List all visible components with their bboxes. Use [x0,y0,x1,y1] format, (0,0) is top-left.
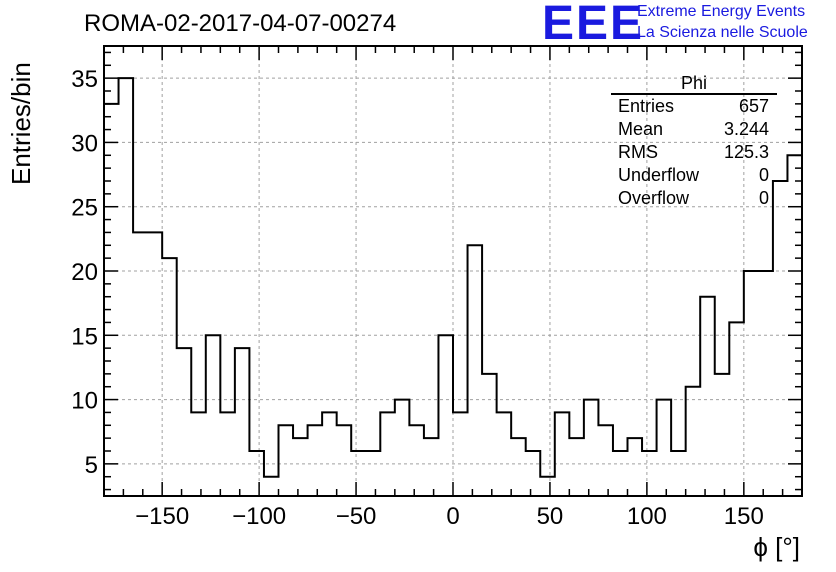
x-tick-label: 100 [627,503,667,530]
logo-line-2: La Scienza nelle Scuole [637,24,808,41]
histogram-bin [744,271,759,496]
histogram-bin [482,374,497,496]
histogram-bin [729,322,744,496]
histogram-bin [133,232,148,496]
histogram-bin [511,438,526,496]
histogram-bin [628,438,643,496]
stats-value: 657 [738,96,769,116]
histogram-bin [686,387,701,496]
histogram-bin [220,412,235,496]
stats-value: 0 [758,165,769,185]
histogram-bin [526,451,541,496]
tick-labels: −150 −100 −50 0 50 100 150 5 10 15 20 25 30 35 [71,66,764,530]
chart-title: ROMA-02-2017-04-07-00274 [84,10,397,37]
histogram-bin [380,412,395,496]
x-tick-label: 0 [446,503,459,530]
histogram-bin [613,451,628,496]
histogram-bin [293,438,308,496]
histogram-bin [162,258,177,496]
axis-ticks [103,46,803,496]
y-tick-label: 20 [71,259,98,286]
logo-line-1: Extreme Energy Events [637,3,806,20]
histogram-bin [235,348,250,496]
histogram-bin [191,412,206,496]
x-tick-label: −150 [135,503,189,530]
stats-label: Mean [618,119,664,139]
histogram-bin [119,78,134,496]
y-tick-label: 5 [85,452,98,479]
y-axis-label: Entries/bin [6,62,36,185]
histogram-bin [395,400,410,496]
histogram-bin [657,400,672,496]
histogram-bin [700,297,715,496]
stats-label: Entries [618,96,675,116]
stats-label: Underflow [618,165,700,185]
histogram-bin [497,412,512,496]
y-tick-label: 35 [71,66,98,93]
stats-row: Overflow 0 [611,187,777,210]
histogram-bin [249,451,264,496]
x-axis-label: ϕ [°] [753,532,800,562]
histogram-bin [104,104,119,496]
stats-value: 3.244 [723,119,769,139]
histogram-bin [715,374,730,496]
stats-title: Phi [611,74,777,95]
histogram-bin [584,400,599,496]
stats-row: Underflow 0 [611,164,777,187]
histogram-bin [279,425,294,496]
stats-box: Phi Entries 657 Mean 3.244 RMS 125.3 Underf… [611,74,777,210]
eee-logo: EEE [542,0,645,50]
histogram-bin [337,425,352,496]
histogram-bin [598,425,613,496]
x-tick-label: −50 [336,503,377,530]
stats-value: 125.3 [723,142,769,162]
stats-row: Entries 657 [611,95,777,118]
stats-label: RMS [618,142,658,162]
histogram-line [104,77,802,478]
histogram-bin [438,335,453,496]
histogram-bin [351,451,366,496]
histogram-bin [264,477,279,496]
histogram-bin [148,232,163,496]
histogram-series [104,77,802,496]
y-tick-label: 10 [71,388,98,415]
y-tick-label: 25 [71,195,98,222]
x-tick-label: 150 [724,503,764,530]
y-tick-label: 15 [71,323,98,350]
histogram-bin [322,412,337,496]
histogram-bin [453,412,468,496]
histogram-bin [773,181,788,496]
histogram-bin [569,438,584,496]
stats-label: Overflow [618,188,690,208]
y-tick-label: 30 [71,130,98,157]
histogram-bin [177,348,192,496]
histogram-bin [409,425,424,496]
histogram-bin [758,271,773,496]
stats-row: Mean 3.244 [611,118,777,141]
histogram-bin [308,425,323,496]
x-tick-label: −100 [232,503,286,530]
stats-value: 0 [758,188,769,208]
x-tick-label: 50 [537,503,564,530]
histogram-bin [424,438,439,496]
histogram-bin [671,451,686,496]
histogram-bin [366,451,381,496]
histogram-bin [540,477,555,496]
histogram-bin [468,245,483,496]
histogram-bin [555,412,570,496]
histogram-bin [642,451,657,496]
stats-row: RMS 125.3 [611,141,777,164]
histogram-bin [206,335,221,496]
